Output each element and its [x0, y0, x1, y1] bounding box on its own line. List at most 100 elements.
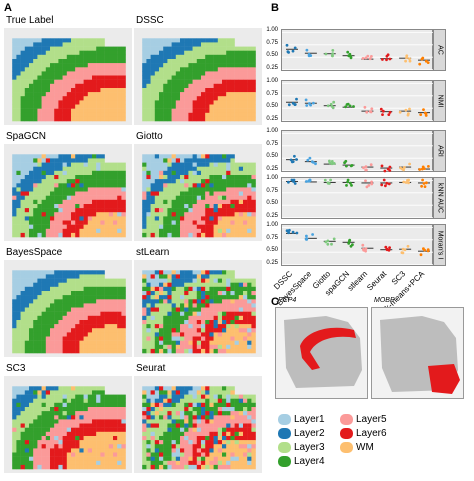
point-k-means+PCA [425, 181, 428, 185]
tile-plot-area [4, 28, 132, 125]
legend-swatch [340, 442, 353, 453]
point-stlearn [364, 56, 368, 60]
point-SC3 [399, 166, 402, 170]
facet-label: Moran's I [436, 230, 443, 260]
point-spaGCN [344, 159, 348, 163]
point-Seurat [388, 110, 392, 114]
point-Giotto [332, 237, 336, 241]
y-tick-label: 0.25 [266, 115, 278, 122]
facet-plot [282, 227, 434, 265]
spot-map [12, 154, 126, 238]
tile-title: BayesSpace [6, 247, 63, 258]
point-spaGCN [346, 102, 350, 106]
point-k-means+PCA [421, 178, 424, 182]
point-stlearn [362, 247, 365, 251]
tile-plot-area [134, 144, 262, 241]
tile-seurat: Seurat [134, 363, 262, 473]
legend-swatch [278, 428, 291, 439]
point-stlearn [370, 180, 373, 184]
spot-map [142, 270, 256, 354]
point-BayesSpace [305, 180, 308, 183]
point-Giotto [331, 49, 335, 52]
legend-item: Layer4 [278, 456, 325, 467]
tile-dssc: DSSC [134, 15, 262, 125]
point-DSSC [292, 178, 296, 182]
spot-map [12, 270, 126, 354]
point-DSSC [295, 97, 298, 101]
point-Giotto [326, 181, 330, 185]
point-Giotto [326, 242, 330, 246]
point-DSSC [287, 103, 291, 107]
point-SC3 [408, 57, 411, 61]
point-Seurat [387, 113, 391, 116]
point-Seurat [387, 248, 391, 252]
y-tick-label: 0.75 [266, 90, 278, 97]
spot-map [12, 38, 126, 122]
point-stlearn [364, 165, 368, 169]
point-k-means+PCA [423, 248, 426, 252]
point-Seurat [388, 246, 391, 249]
point-Seurat [380, 183, 384, 187]
point-spaGCN [345, 184, 348, 187]
point-k-means+PCA [424, 59, 428, 63]
point-Seurat [386, 167, 390, 171]
point-spaGCN [346, 178, 350, 182]
facet-plot [282, 83, 434, 121]
tissue-outline [284, 316, 362, 388]
point-DSSC [291, 160, 295, 163]
point-SC3 [403, 248, 407, 252]
y-tick-label: 0.25 [266, 259, 278, 266]
point-SC3 [404, 59, 407, 63]
point-Giotto [331, 106, 335, 110]
tile-truth: True Label [4, 15, 132, 125]
y-tick-label: 1.00 [266, 222, 278, 229]
point-DSSC [287, 231, 290, 235]
point-BayesSpace [305, 234, 308, 238]
y-tick-label: 0.75 [266, 39, 278, 46]
point-SC3 [398, 110, 402, 114]
point-DSSC [293, 182, 297, 185]
point-stlearn [370, 107, 374, 111]
point-k-means+PCA [422, 182, 426, 185]
legend-item: Layer6 [340, 428, 387, 439]
point-k-means+PCA [418, 62, 422, 66]
point-spaGCN [347, 239, 351, 243]
point-Giotto [330, 162, 334, 166]
tile-plot-area [4, 376, 132, 473]
point-Giotto [326, 239, 330, 243]
facet-3 [281, 177, 434, 219]
facet-0 [281, 29, 434, 71]
point-BayesSpace [308, 102, 311, 105]
point-Seurat [387, 182, 391, 186]
point-DSSC [288, 228, 291, 232]
legend-swatch [340, 428, 353, 439]
pcp4-expression-region [300, 327, 356, 370]
point-k-means+PCA [420, 57, 424, 61]
point-DSSC [289, 158, 293, 162]
tile-title: Seurat [136, 363, 166, 374]
y-tick-label: 0.75 [266, 187, 278, 194]
point-BayesSpace [308, 179, 312, 183]
spot-map [142, 386, 256, 470]
point-BayesSpace [304, 98, 308, 102]
point-k-means+PCA [427, 165, 430, 168]
legend-label: Layer4 [294, 456, 325, 468]
facet-plot [282, 32, 434, 70]
point-Giotto [329, 102, 333, 106]
point-k-means+PCA [418, 168, 422, 171]
facet-2 [281, 130, 434, 173]
point-DSSC [285, 229, 289, 233]
legend-swatch [278, 456, 291, 467]
legend-item: Layer1 [278, 414, 325, 425]
point-spaGCN [352, 105, 355, 108]
point-Seurat [384, 184, 387, 188]
legend-swatch [340, 414, 353, 425]
point-BayesSpace [312, 101, 315, 105]
point-BayesSpace [314, 162, 317, 166]
gene-map-pcp4 [275, 307, 368, 399]
point-spaGCN [349, 56, 353, 60]
point-Seurat [379, 107, 383, 111]
y-tick-label: 0.50 [266, 52, 278, 59]
point-stlearn [369, 110, 373, 114]
tile-plot-area [4, 144, 132, 241]
